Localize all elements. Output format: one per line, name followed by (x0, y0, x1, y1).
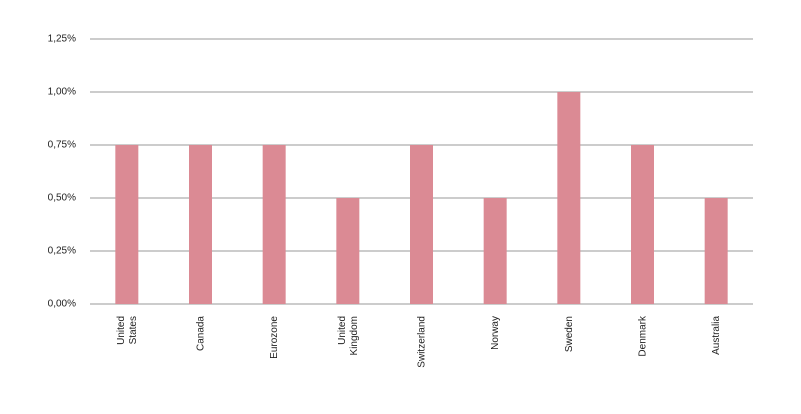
x-tick-label: United States (115, 316, 138, 347)
x-tick-label: Eurozone (269, 316, 280, 359)
x-tick-label: Canada (195, 316, 206, 351)
bar (189, 145, 212, 304)
y-tick-label: 0,75% (48, 140, 76, 151)
x-tick-label: Sweden (563, 316, 574, 352)
y-tick-label: 1,25% (48, 34, 76, 45)
x-tick-label: Australia (711, 316, 722, 355)
x-tick-label: Denmark (637, 315, 648, 357)
x-tick-label: Switzerland (416, 316, 427, 368)
bar (631, 145, 654, 304)
bar (262, 145, 286, 304)
y-tick-label: 1,00% (48, 87, 76, 98)
bar (483, 198, 507, 304)
bar (557, 92, 581, 304)
y-tick-label: 0,25% (48, 246, 76, 257)
y-tick-label: 0,50% (48, 193, 76, 204)
y-tick-label: 0,00% (48, 299, 76, 310)
bar (336, 198, 360, 304)
x-tick-label: United Kingdom (336, 316, 359, 358)
bar (115, 145, 139, 304)
bar (704, 198, 728, 304)
bar (410, 145, 433, 304)
x-tick-label: Norway (490, 316, 501, 350)
